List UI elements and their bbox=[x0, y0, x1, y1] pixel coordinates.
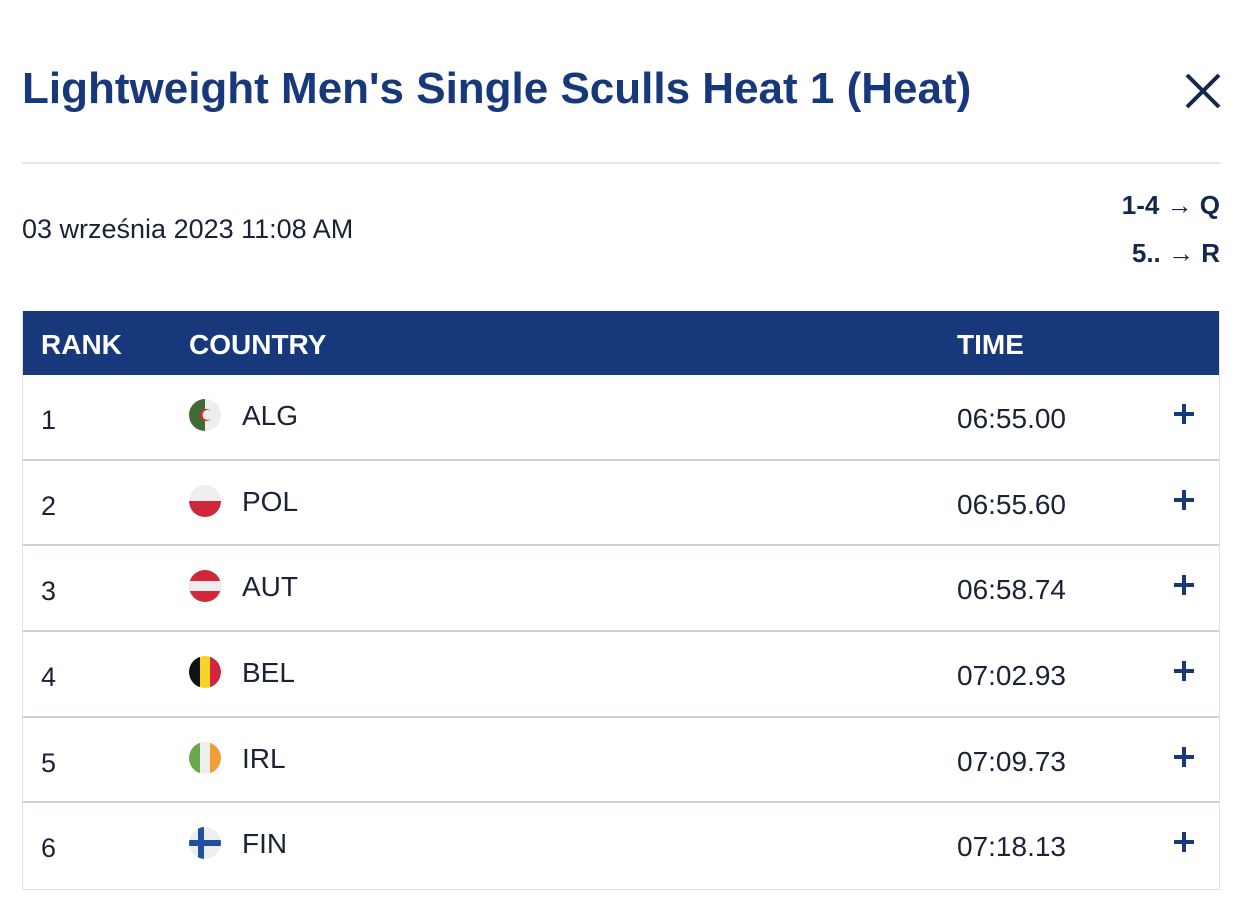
time: 06:55.00 bbox=[957, 403, 1066, 434]
time: 06:58.74 bbox=[957, 574, 1066, 606]
time: 06:55.60 bbox=[957, 488, 1066, 520]
rank: 1 bbox=[41, 405, 57, 435]
flag bbox=[189, 741, 221, 774]
expand-button[interactable] bbox=[1173, 489, 1195, 511]
country-code: POL bbox=[242, 485, 299, 517]
progression-rule: 1-4 → Q bbox=[1121, 190, 1220, 220]
expand-button[interactable] bbox=[1173, 660, 1195, 682]
flag bbox=[189, 399, 221, 431]
divider bbox=[22, 162, 1220, 164]
country-code: AUT bbox=[242, 571, 298, 603]
country-code: BEL bbox=[242, 657, 295, 689]
progression-rule: 5.. → R bbox=[1131, 238, 1220, 268]
flag bbox=[189, 484, 221, 517]
time: 07:02.93 bbox=[957, 660, 1066, 692]
country-code: FIN bbox=[242, 828, 288, 860]
close-button[interactable] bbox=[1184, 72, 1222, 110]
table-row: 5 IRL 07:09.73 bbox=[23, 718, 1219, 804]
flag bbox=[189, 827, 221, 860]
flag bbox=[189, 570, 221, 603]
flag bbox=[189, 656, 221, 689]
rank: 2 bbox=[41, 490, 57, 521]
column-header: TIME bbox=[957, 329, 1024, 360]
rank: 6 bbox=[41, 833, 57, 864]
rank: 5 bbox=[41, 747, 57, 778]
modal-title: Lightweight Men's Single Sculls Heat 1 (… bbox=[22, 64, 972, 113]
column-header: RANK bbox=[41, 329, 122, 360]
time: 07:09.73 bbox=[957, 745, 1066, 777]
rank: 4 bbox=[41, 662, 57, 693]
time: 07:18.13 bbox=[957, 831, 1066, 863]
expand-button[interactable] bbox=[1173, 746, 1195, 768]
table-header: RANK COUNTRY TIME bbox=[23, 311, 1219, 375]
expand-button[interactable] bbox=[1173, 403, 1195, 425]
country-code: IRL bbox=[242, 742, 286, 774]
expand-button[interactable] bbox=[1173, 574, 1195, 596]
rank: 3 bbox=[41, 576, 57, 607]
column-header: COUNTRY bbox=[189, 329, 327, 360]
results-table: RANK COUNTRY TIME 1 ALG 06:55.00 2 POL 0… bbox=[22, 311, 1220, 891]
table-row: 4 BEL 07:02.93 bbox=[23, 632, 1219, 718]
table-row: 6 FIN 07:18.13 bbox=[23, 803, 1219, 889]
country-code: ALG bbox=[242, 400, 299, 431]
table-row: 2 POL 06:55.60 bbox=[23, 461, 1219, 547]
table-row: 1 ALG 06:55.00 bbox=[23, 375, 1219, 461]
table-row: 3 AUT 06:58.74 bbox=[23, 546, 1219, 633]
expand-button[interactable] bbox=[1173, 831, 1195, 853]
race-date: 03 września 2023 11:08 AM bbox=[22, 214, 354, 244]
